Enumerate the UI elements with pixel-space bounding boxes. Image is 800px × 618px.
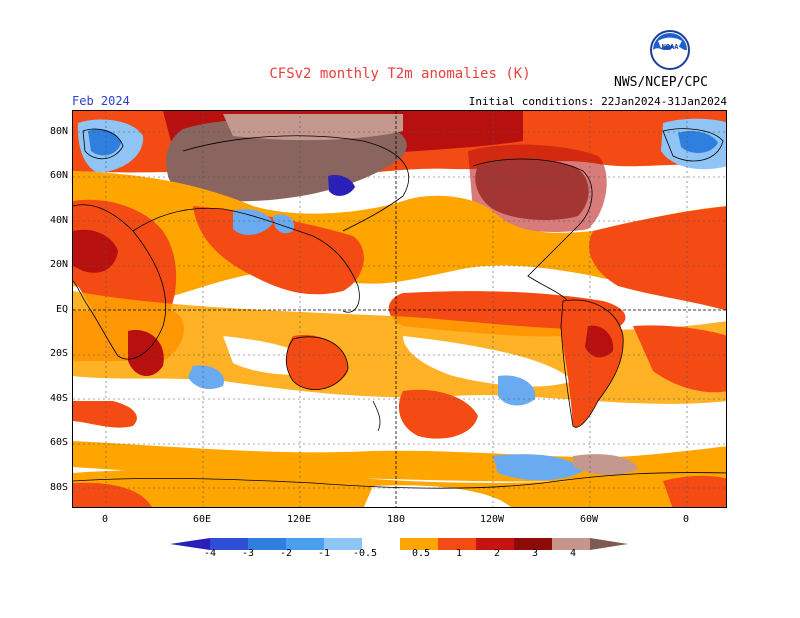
legend-swatch-2-3 (476, 538, 514, 550)
lon-label-0-right: 0 (682, 514, 690, 525)
lon-label-0-left: 0 (101, 514, 109, 525)
east-asia-cold-spot (328, 175, 355, 196)
legend-label-neg1: -1 (317, 548, 331, 559)
legend-swatch-05-1 (400, 538, 438, 550)
svg-text:NOAA: NOAA (662, 43, 680, 51)
lat-label-20s: 20S (49, 348, 68, 359)
australia-warm (286, 335, 348, 390)
lat-label-40n: 40N (49, 215, 68, 226)
lat-label-20n: 20N (49, 259, 68, 270)
legend-label-1: 1 (455, 548, 463, 559)
forecast-month: Feb 2024 (72, 94, 130, 108)
lat-label-40s: 40S (49, 393, 68, 404)
lat-label-80n: 80N (49, 126, 68, 137)
legend-label-4: 4 (569, 548, 577, 559)
lon-label-120w: 120W (479, 514, 505, 525)
legend-swatch-neg2-neg1 (286, 538, 324, 550)
south-pacific-cool (498, 375, 536, 406)
coastlines (73, 128, 726, 489)
color-legend (170, 536, 630, 550)
agency-label: NWS/NCEP/CPC (614, 75, 708, 90)
lon-label-60w: 60W (579, 514, 599, 525)
initial-conditions: Initial conditions: 22Jan2024-31Jan2024 (468, 95, 727, 108)
legend-label-neg3: -3 (241, 548, 255, 559)
noaa-logo-icon: NOAA (650, 30, 690, 70)
legend-swatch-4-plus (552, 538, 590, 550)
lon-label-120e: 120E (286, 514, 312, 525)
legend-swatch-lt-neg4 (170, 538, 210, 550)
legend-swatch-neutral (362, 538, 400, 550)
legend-label-neg05: -0.5 (352, 548, 378, 559)
legend-label-neg2: -2 (279, 548, 293, 559)
legend-swatch-neg1-neg05 (324, 538, 362, 550)
lat-label-60n: 60N (49, 170, 68, 181)
anomaly-map (72, 110, 727, 508)
lat-label-eq: EQ (55, 304, 68, 315)
lon-label-180: 180 (386, 514, 406, 525)
indian-ocean-cool (188, 365, 224, 390)
midlat-warm-band (73, 171, 726, 300)
legend-label-neg4: -4 (203, 548, 217, 559)
lat-label-80s: 80S (49, 482, 68, 493)
legend-swatch-neg3-neg2 (248, 538, 286, 550)
legend-swatch-gt-4 (590, 538, 628, 550)
map-title: CFSv2 monthly T2m anomalies (K) (269, 66, 531, 82)
lon-label-60e: 60E (192, 514, 212, 525)
legend-label-2: 2 (493, 548, 501, 559)
legend-label-05: 0.5 (411, 548, 431, 559)
south-america-warm (560, 300, 624, 428)
legend-label-3: 3 (531, 548, 539, 559)
lat-label-60s: 60S (49, 437, 68, 448)
legend-swatch-3-4 (514, 538, 552, 550)
legend-swatch-1-2 (438, 538, 476, 550)
legend-swatch-neg4-neg3 (210, 538, 248, 550)
